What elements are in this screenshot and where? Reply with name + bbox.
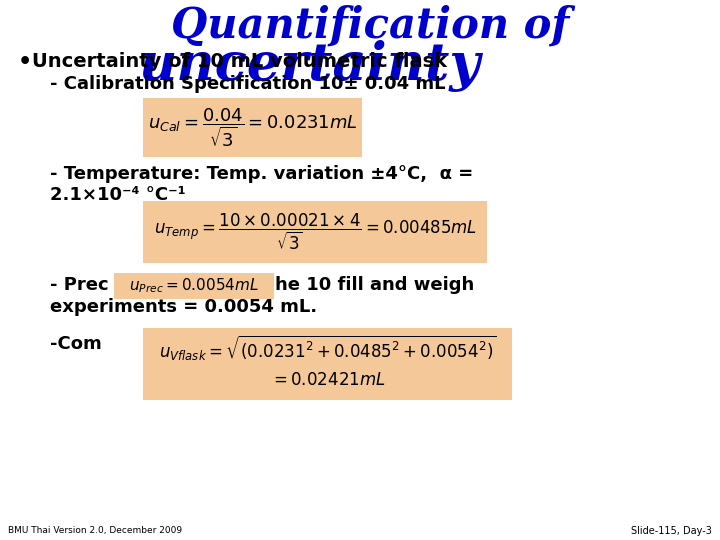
- Text: he 10 fill and weigh: he 10 fill and weigh: [275, 276, 474, 294]
- Text: BMU Thai Version 2.0, December 2009: BMU Thai Version 2.0, December 2009: [8, 526, 182, 535]
- Text: Slide-115, Day-3: Slide-115, Day-3: [631, 526, 712, 536]
- FancyBboxPatch shape: [114, 273, 274, 299]
- Text: $u_{Temp} = \dfrac{10 \times 0.00021 \times 4}{\sqrt{3}} = 0.00485mL$: $u_{Temp} = \dfrac{10 \times 0.00021 \ti…: [154, 212, 476, 252]
- Text: $u_{Cal} = \dfrac{0.04}{\sqrt{3}} = 0.0231mL$: $u_{Cal} = \dfrac{0.04}{\sqrt{3}} = 0.02…: [148, 106, 357, 149]
- Text: - Prec: - Prec: [50, 276, 109, 294]
- Text: - Temperature: Temp. variation ±4°C,  α =: - Temperature: Temp. variation ±4°C, α =: [50, 165, 473, 183]
- Text: $= 0.02421mL$: $= 0.02421mL$: [270, 371, 385, 389]
- Text: 2.1×10⁻⁴ °C⁻¹: 2.1×10⁻⁴ °C⁻¹: [50, 186, 186, 204]
- FancyBboxPatch shape: [143, 98, 362, 157]
- Text: uncertainty: uncertainty: [139, 40, 481, 92]
- Text: •: •: [18, 52, 32, 72]
- Text: $u_{Vflask} = \sqrt{(0.0231^2 + 0.0485^2 + 0.0054^2)}$: $u_{Vflask} = \sqrt{(0.0231^2 + 0.0485^2…: [158, 334, 496, 362]
- Text: experiments = 0.0054 mL.: experiments = 0.0054 mL.: [50, 298, 317, 316]
- Text: - Calibration Specification 10± 0.04 mL: - Calibration Specification 10± 0.04 mL: [50, 75, 446, 93]
- Text: Uncertainty of 10 mL volumetric flask: Uncertainty of 10 mL volumetric flask: [32, 52, 447, 71]
- Text: $u_{Prec} = 0.0054 mL$: $u_{Prec} = 0.0054 mL$: [129, 276, 259, 295]
- FancyBboxPatch shape: [143, 201, 487, 263]
- Text: Quantification of: Quantification of: [171, 5, 569, 47]
- FancyBboxPatch shape: [143, 328, 512, 400]
- Text: -Com: -Com: [50, 335, 102, 353]
